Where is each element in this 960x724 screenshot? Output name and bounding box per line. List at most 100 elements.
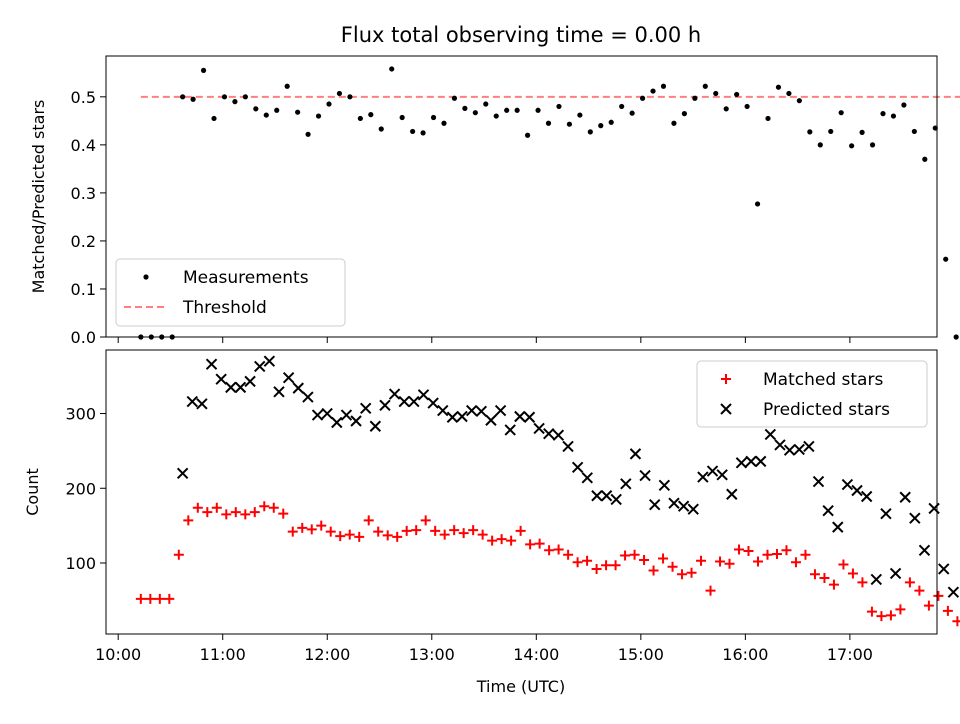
predicted-point: [340, 409, 353, 421]
top-y-axis-label: Matched/Predicted stars: [29, 100, 48, 294]
measurement-point: [723, 106, 729, 112]
matched-point: [344, 529, 355, 540]
measurement-point: [692, 95, 698, 101]
measurement-point: [242, 94, 248, 100]
matched-point: [297, 522, 308, 533]
predicted-point: [504, 424, 516, 436]
predicted-point: [591, 490, 603, 502]
predicted-point: [658, 479, 671, 491]
measurement-point: [702, 83, 708, 89]
predicted-point: [706, 465, 719, 477]
matched-point: [933, 590, 944, 601]
matched-point: [287, 526, 298, 537]
matched-point: [790, 557, 801, 568]
matched-point: [335, 531, 346, 542]
measurement-point: [504, 107, 510, 113]
matched-point: [534, 538, 545, 549]
bottom-legend-box: [696, 360, 928, 428]
predicted-point: [880, 507, 892, 520]
predicted-point: [205, 358, 218, 370]
predicted-point: [379, 399, 391, 412]
matched-point: [449, 525, 460, 536]
matched-point: [715, 556, 726, 567]
bottom-x-tick-label: 14:00: [513, 645, 559, 664]
measurement-point: [347, 94, 353, 100]
predicted-point: [610, 493, 622, 506]
measurement-point: [305, 131, 311, 137]
measurement-point: [284, 83, 290, 89]
matched-point: [354, 531, 365, 542]
predicted-point: [860, 490, 873, 503]
predicted-point: [273, 386, 285, 398]
matched-point: [544, 545, 555, 556]
measurement-point: [399, 114, 405, 121]
measurement-point: [786, 90, 792, 97]
predicted-point: [282, 371, 295, 384]
matched-point: [515, 525, 526, 536]
measurement-point: [326, 101, 332, 107]
top-y-tick-label: 0.1: [71, 280, 96, 299]
matched-point: [401, 525, 412, 536]
measurement-point: [796, 98, 802, 104]
predicted-point: [889, 567, 902, 580]
measurement-point: [211, 115, 217, 122]
matched-point: [572, 557, 583, 568]
predicted-point: [254, 360, 266, 373]
predicted-point: [263, 355, 276, 367]
measurement-point: [472, 110, 478, 116]
predicted-point: [735, 457, 748, 469]
matched-point: [278, 508, 289, 519]
top-chart-title: Flux total observing time = 0.00 h: [341, 23, 701, 47]
predicted-point: [600, 490, 613, 502]
measurement-point: [357, 115, 363, 122]
legend-matched-marker: [721, 374, 731, 384]
measurement-point: [451, 95, 458, 101]
measurement-point: [880, 111, 886, 117]
matched-point: [477, 529, 488, 540]
matched-point: [752, 556, 763, 567]
matched-point: [496, 534, 507, 545]
predicted-point: [822, 504, 834, 517]
predicted-point: [793, 443, 805, 456]
measurement-point: [389, 66, 395, 72]
predicted-point: [677, 500, 690, 512]
predicted-point: [639, 469, 651, 482]
predicted-point: [620, 478, 632, 490]
predicted-point: [841, 478, 854, 491]
bottom-x-tick-label: 12:00: [304, 645, 350, 664]
predicted-point: [437, 404, 449, 417]
matched-point: [724, 558, 735, 569]
matched-point: [809, 569, 820, 580]
measurement-point: [608, 119, 614, 125]
predicted-point: [465, 404, 478, 417]
matched-point: [392, 531, 403, 542]
measurement-point: [859, 129, 865, 135]
measurement-point: [713, 90, 719, 97]
x-axis-label: Time (UTC): [476, 677, 565, 696]
matched-point: [202, 507, 213, 518]
matched-point: [667, 561, 678, 572]
matched-point: [923, 600, 934, 611]
measurement-point: [734, 91, 740, 98]
matched-point: [838, 559, 849, 570]
matched-point: [591, 563, 602, 574]
predicted-point: [571, 461, 584, 474]
bottom-y-axis-label: Count: [23, 468, 42, 516]
matched-point: [876, 611, 887, 622]
matched-point: [895, 604, 906, 615]
measurement-point: [410, 128, 416, 135]
matched-point: [781, 545, 792, 556]
predicted-point: [533, 422, 545, 435]
matched-point: [411, 525, 422, 536]
measurement-point: [587, 129, 593, 135]
matched-point: [952, 616, 960, 627]
bottom-x-tick-label: 16:00: [722, 645, 768, 664]
predicted-point: [350, 415, 362, 427]
predicted-point: [388, 388, 401, 400]
top-y-tick-label: 0.2: [71, 232, 96, 251]
measurement-point: [263, 112, 269, 118]
top-plot-frame: [105, 55, 938, 338]
matched-point: [373, 526, 384, 537]
predicted-point: [832, 521, 844, 533]
predicted-point: [947, 586, 960, 598]
